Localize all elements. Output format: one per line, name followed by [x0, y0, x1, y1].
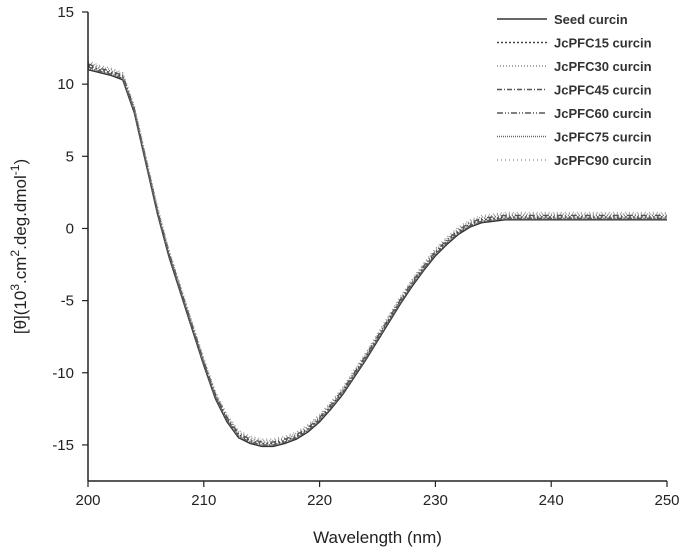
y-tick-label: 15	[57, 4, 74, 21]
y-axis-title-superscript: 3	[8, 284, 22, 291]
x-tick-label: 230	[423, 492, 448, 509]
legend-label: JcPFC45 curcin	[554, 83, 652, 98]
series-line	[87, 60, 667, 440]
x-tick-label: 200	[75, 492, 100, 509]
series-line	[87, 69, 667, 448]
x-tick-label: 210	[191, 492, 216, 509]
series-layer	[87, 60, 667, 448]
series-line	[87, 67, 667, 446]
x-tick-label: 240	[539, 492, 564, 509]
axes-layer: 200 210 220 230 240 250 -15 -10 -5 0 5 10 15	[52, 4, 679, 509]
y-tick-label: 5	[66, 148, 74, 165]
y-axis-title-superscript: -1	[8, 164, 22, 175]
y-tick-label: 0	[66, 220, 74, 237]
series-line	[87, 64, 667, 445]
legend-label: JcPFC90 curcin	[554, 153, 652, 168]
legend-label: JcPFC30 curcin	[554, 59, 652, 74]
y-axis-title-part: )	[11, 159, 30, 165]
series-line	[87, 63, 667, 443]
legend-label: Seed curcin	[554, 12, 628, 27]
legend-label: JcPFC15 curcin	[554, 36, 652, 51]
series-line	[87, 66, 667, 446]
legend-label: JcPFC60 curcin	[554, 106, 652, 121]
x-axis-title: Wavelength (nm)	[313, 528, 442, 547]
y-axis-title-part: .cm	[11, 257, 30, 284]
x-tick-label: 250	[654, 492, 679, 509]
y-axis-title-part: .deg.dmol	[11, 175, 30, 250]
legend: Seed curcin JcPFC15 curcin JcPFC30 curcin J…	[497, 12, 652, 168]
y-axis-title-superscript: 2	[8, 250, 22, 257]
y-tick-label: -15	[52, 437, 74, 454]
y-axis-title-part: [θ](10	[11, 291, 30, 334]
y-axis-title: [θ](103.cm2.deg.dmol-1)	[8, 159, 30, 334]
y-tick-label: -10	[52, 365, 74, 382]
y-tick-label: -5	[61, 293, 74, 310]
y-tick-label: 10	[57, 76, 74, 93]
legend-label: JcPFC75 curcin	[554, 130, 652, 145]
x-tick-label: 220	[307, 492, 332, 509]
